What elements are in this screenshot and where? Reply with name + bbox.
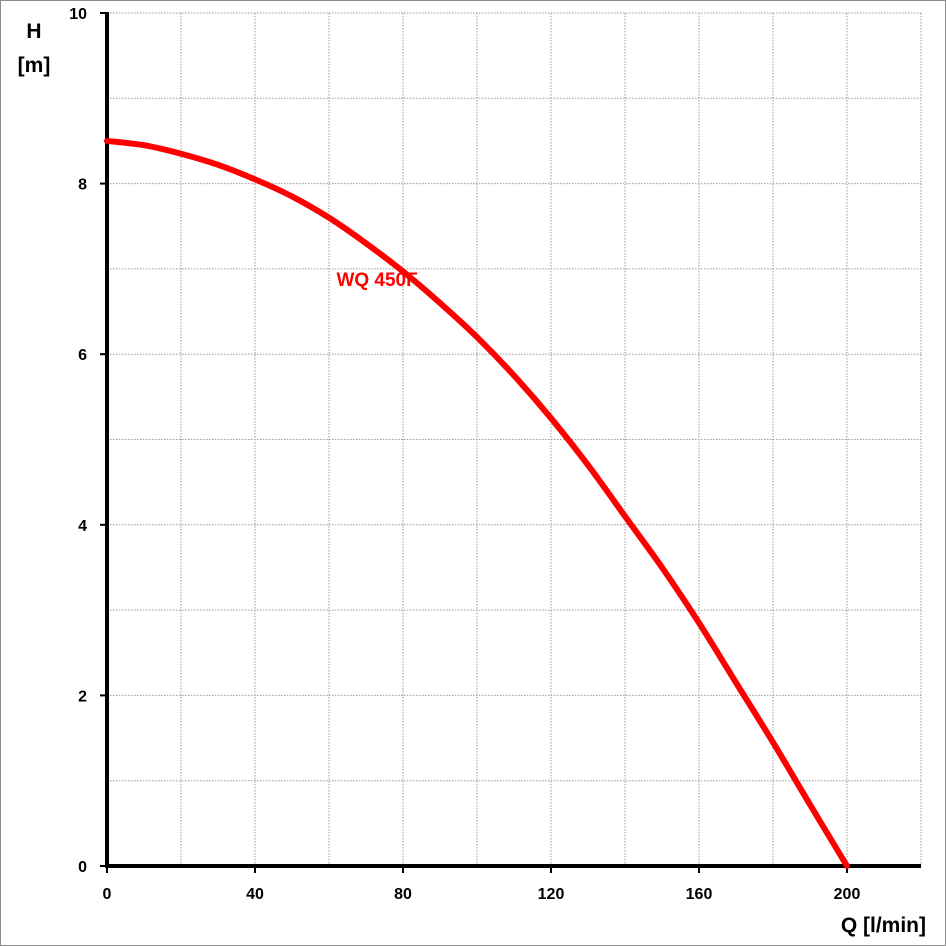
- series-line-wq450f: [104, 137, 850, 869]
- x-axis-title: Q [l/min]: [841, 914, 926, 937]
- y-tick-label: 10: [69, 6, 87, 23]
- x-tick-label: 80: [394, 886, 412, 903]
- series-lines: [104, 137, 850, 869]
- x-tick-label: 40: [246, 886, 264, 903]
- y-tick-label: 8: [78, 177, 87, 194]
- y-tick-label: 2: [78, 688, 87, 705]
- y-tick-label: 6: [78, 347, 87, 364]
- tick-labels: 0 2 4 6 8 10 0 40 80 120 160 200: [69, 6, 860, 903]
- y-tick-label: 0: [78, 859, 87, 876]
- grid-lines: [107, 12, 922, 866]
- series-label-wq450f: WQ 450F: [336, 270, 417, 291]
- y-axis-title-line2: [m]: [18, 54, 51, 77]
- x-tick-label: 200: [834, 886, 861, 903]
- x-tick-label: 120: [538, 886, 565, 903]
- x-tick-label: 0: [103, 886, 112, 903]
- axes: [105, 12, 921, 868]
- y-tick-label: 4: [78, 518, 87, 535]
- y-axis-title-line1: H: [26, 20, 41, 43]
- x-tick-label: 160: [686, 886, 713, 903]
